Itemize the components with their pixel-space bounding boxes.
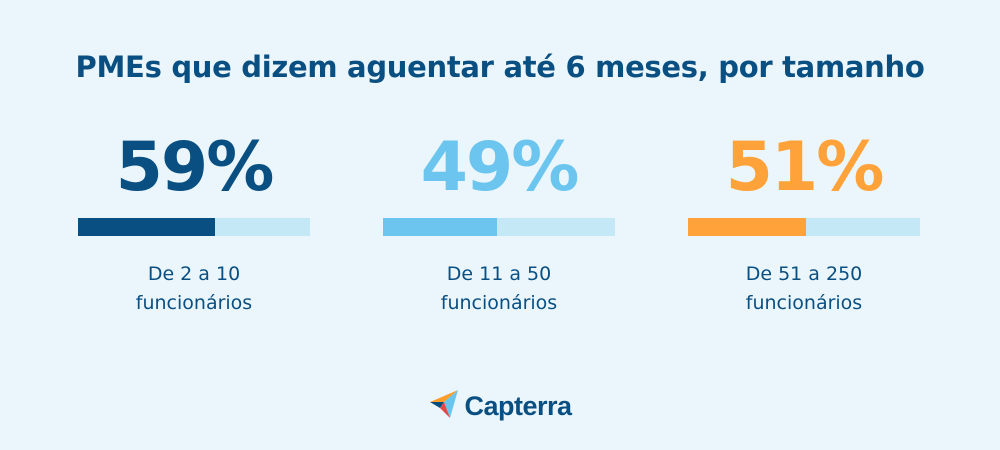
stat-medium-business: 49% De 11 a 50 funcionários (383, 128, 615, 318)
stat-value: 59% (115, 128, 275, 207)
stat-label: De 11 a 50 funcionários (383, 260, 615, 318)
stat-label-line1: De 51 a 250 (745, 263, 863, 285)
stat-label: De 2 a 10 funcionários (78, 260, 310, 318)
stat-label-line2: funcionários (745, 292, 863, 314)
progress-bar-fill (688, 218, 807, 236)
progress-bar (383, 218, 615, 236)
stat-value: 51% (725, 128, 885, 207)
stat-label-line2: funcionários (135, 292, 253, 314)
stat-label-line2: funcionários (440, 292, 558, 314)
capterra-wordmark: Capterra (464, 390, 572, 421)
progress-bar (688, 218, 920, 236)
stat-small-business: 59% De 2 a 10 funcionários (78, 128, 310, 318)
progress-bar-fill (383, 218, 497, 236)
chart-title: PMEs que dizem aguentar até 6 meses, por… (75, 50, 925, 84)
stat-label: De 51 a 250 funcionários (688, 260, 920, 318)
stat-value: 49% (420, 128, 580, 207)
stat-large-business: 51% De 51 a 250 funcionários (688, 128, 920, 318)
stat-label-line1: De 11 a 50 (446, 263, 552, 285)
capterra-arrow-icon (428, 388, 460, 424)
capterra-logo: Capterra (0, 388, 1000, 424)
stat-label-line1: De 2 a 10 (147, 263, 241, 285)
progress-bar (78, 218, 310, 236)
progress-bar-fill (78, 218, 215, 236)
